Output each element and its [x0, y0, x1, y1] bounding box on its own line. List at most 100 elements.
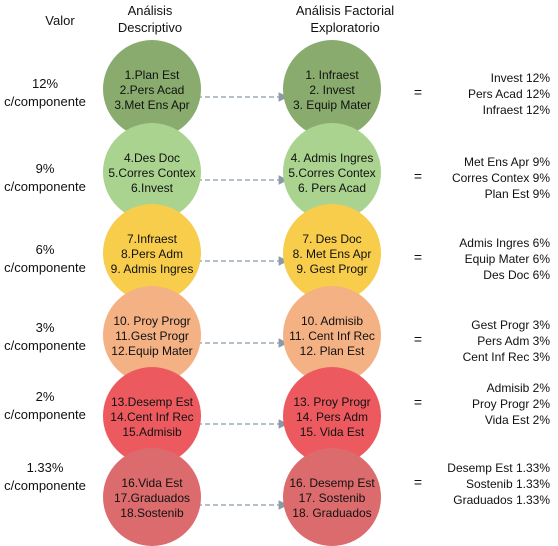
valor-text: 9%	[35, 161, 55, 176]
resultado-item: Desemp Est 1.33%	[447, 461, 550, 475]
descriptivo-item: 1.Plan Est	[124, 67, 180, 82]
factorial-item: 18. Graduados	[292, 505, 372, 520]
equals-sign: =	[413, 474, 423, 490]
resultado-item: Sostenib 1.33%	[465, 477, 550, 491]
valor-text: 12%	[31, 76, 59, 91]
valor-text: c/componente	[4, 179, 86, 194]
descriptivo-item: 15.Admisib	[122, 424, 182, 439]
valor-text: 2%	[35, 389, 55, 404]
equals-sign: =	[413, 331, 423, 347]
descriptivo-header-line-1: Análisis	[127, 3, 173, 18]
valor-text: 6%	[35, 242, 55, 257]
descriptivo-item: 3.Met Ens Apr	[114, 97, 190, 112]
valor-label: 3% c/componente	[0, 319, 90, 355]
resultado-item: Invest 12%	[490, 71, 550, 85]
factorial-item: 9. Gest Progr	[296, 261, 368, 276]
factorial-circle: 7. Des Doc 8. Met Ens Apr 9. Gest Progr	[283, 204, 381, 302]
factorial-item: 17. Sostenib	[298, 490, 366, 505]
resultado-item: Graduados 1.33%	[453, 493, 550, 507]
resultado-item: Pers Acad 12%	[467, 87, 550, 101]
resultado-item: Plan Est 9%	[484, 187, 550, 201]
factorial-circle: 16. Desemp Est 17. Sostenib 18. Graduados	[283, 448, 381, 546]
valor-text: c/componente	[4, 94, 86, 109]
factorial-item: 5.Corres Contex	[288, 165, 376, 180]
factorial-item: 8. Met Ens Apr	[292, 246, 372, 261]
factorial-item: 1. Infraest	[305, 67, 359, 82]
valor-label: 12% c/componente	[0, 75, 90, 111]
descriptivo-item: 17.Graduados	[113, 490, 191, 505]
factorial-circle: 1. Infraest 2. Invest 3. Equip Mater	[283, 40, 381, 138]
descriptivo-circle: 7.Infraest 8.Pers Adm 9. Admis Ingres	[103, 204, 201, 302]
valor-header-label: Valor	[45, 13, 75, 28]
resultado-item: Gest Progr 3%	[471, 318, 550, 332]
factorial-item: 11. Cent Inf Rec	[289, 328, 375, 343]
resultado-item: Corres Contex 9%	[451, 171, 550, 185]
resultado-item: Equip Mater 6%	[464, 252, 550, 266]
valor-text: 3%	[35, 320, 55, 335]
descriptivo-item: 4.Des Doc	[123, 150, 181, 165]
resultado-item: Des Doc 6%	[483, 268, 550, 282]
factorial-item: 15. Vida Est	[299, 424, 365, 439]
equals-sign: =	[413, 168, 423, 184]
factorial-item: 7. Des Doc	[302, 231, 362, 246]
descriptivo-item: 11.Gest Progr	[115, 328, 189, 343]
resultado-item: Met Ens Apr 9%	[463, 155, 550, 169]
valor-text: c/componente	[4, 260, 86, 275]
resultado-item: Admis Ingres 6%	[459, 236, 550, 250]
resultado-item: Admisib 2%	[486, 381, 550, 395]
resultado-list: Admisib 2% Proy Progr 2% Vida Est 2%	[400, 380, 550, 428]
valor-text: c/componente	[4, 338, 86, 353]
resultado-item: Proy Progr 2%	[471, 397, 550, 411]
equals-sign: =	[413, 249, 423, 265]
valor-text: 1.33%	[26, 460, 64, 475]
descriptivo-item: 2.Pers Acad	[119, 82, 185, 97]
factorial-item: 3. Equip Mater	[292, 97, 372, 112]
factorial-header-line-2: Exploratorio	[310, 20, 380, 35]
descriptivo-item: 18.Sostenib	[120, 505, 184, 520]
factorial-header: Análisis Factorial Exploratorio	[270, 2, 420, 36]
descriptivo-header-line-2: Descriptivo	[117, 20, 183, 35]
resultado-item: Cent Inf Rec 3%	[462, 350, 550, 364]
valor-label: 9% c/componente	[0, 160, 90, 196]
factorial-item: 10. Admisib	[300, 313, 364, 328]
factorial-item: 12. Plan Est	[299, 343, 365, 358]
resultado-list: Met Ens Apr 9% Corres Contex 9% Plan Est 9…	[400, 154, 550, 202]
descriptivo-circle: 4.Des Doc 5.Corres Contex 6.Invest	[103, 123, 201, 221]
equals-sign: =	[413, 394, 423, 410]
descriptivo-item: 12.Equip Mater	[111, 343, 193, 358]
factorial-header-line-1: Análisis Factorial	[295, 3, 395, 18]
descriptivo-item: 6.Invest	[130, 180, 174, 195]
descriptivo-item: 7.Infraest	[126, 231, 178, 246]
descriptivo-circle: 16.Vida Est 17.Graduados 18.Sostenib	[103, 448, 201, 546]
resultado-list: Gest Progr 3% Pers Adm 3% Cent Inf Rec 3%	[400, 317, 550, 365]
descriptivo-header: Análisis Descriptivo	[90, 2, 210, 36]
descriptivo-item: 8.Pers Adm	[120, 246, 184, 261]
descriptivo-item: 16.Vida Est	[121, 475, 183, 490]
resultado-item: Vida Est 2%	[484, 413, 550, 427]
valor-header: Valor	[30, 12, 90, 29]
factorial-circle: 4. Admis Ingres 5.Corres Contex 6. Pers Ac…	[283, 123, 381, 221]
descriptivo-circle: 13.Desemp Est 14.Cent Inf Rec 15.Admisib	[103, 367, 201, 465]
valor-label: 6% c/componente	[0, 241, 90, 277]
factorial-item: 6. Pers Acad	[297, 180, 367, 195]
resultado-list: Invest 12% Pers Acad 12% Infraest 12%	[400, 70, 550, 118]
factorial-item: 2. Invest	[309, 82, 355, 97]
descriptivo-circle: 1.Plan Est 2.Pers Acad 3.Met Ens Apr	[103, 40, 201, 138]
factorial-item: 14. Pers Adm	[295, 409, 369, 424]
factorial-item: 4. Admis Ingres	[290, 150, 374, 165]
descriptivo-item: 9. Admis Ingres	[110, 261, 194, 276]
valor-text: c/componente	[4, 478, 86, 493]
valor-text: c/componente	[4, 407, 86, 422]
resultado-list: Desemp Est 1.33% Sostenib 1.33% Graduados …	[400, 460, 550, 508]
factorial-item: 13. Proy Progr	[293, 394, 371, 409]
descriptivo-item: 10. Proy Progr	[113, 313, 191, 328]
descriptivo-item: 13.Desemp Est	[110, 394, 194, 409]
resultado-list: Admis Ingres 6% Equip Mater 6% Des Doc 6%	[400, 235, 550, 283]
valor-label: 1.33% c/componente	[0, 459, 90, 495]
descriptivo-item: 5.Corres Contex	[108, 165, 196, 180]
factorial-item: 16. Desemp Est	[289, 475, 375, 490]
resultado-item: Pers Adm 3%	[477, 334, 550, 348]
resultado-item: Infraest 12%	[482, 103, 550, 117]
valor-label: 2% c/componente	[0, 388, 90, 424]
descriptivo-item: 14.Cent Inf Rec	[110, 409, 194, 424]
